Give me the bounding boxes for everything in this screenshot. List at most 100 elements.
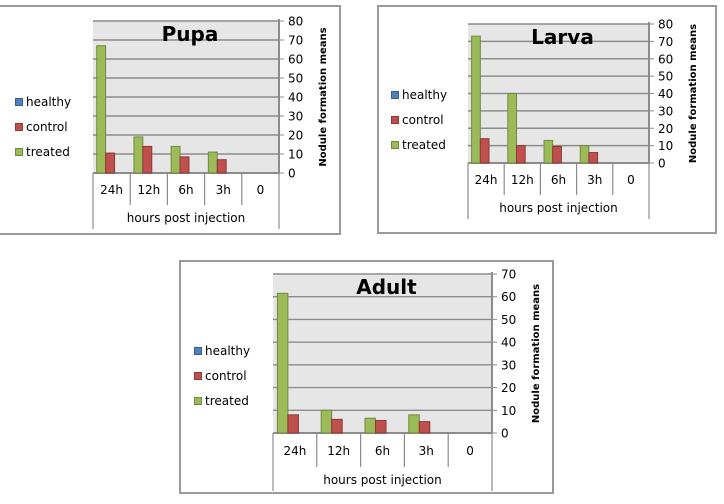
y-tick-label: 10 (658, 139, 673, 153)
y-tick-label: 20 (288, 129, 303, 143)
y-tick-label: 20 (658, 122, 673, 136)
legend-label: control (205, 368, 247, 383)
larva-chart-panel: healthy control treated 0 10 20 30 40 50 60 70 8… (377, 5, 717, 234)
panel-border-bottom (0, 233, 341, 235)
bar-control-6h (552, 145, 562, 164)
bar-control-3h (216, 159, 227, 174)
bar-control-12h (142, 145, 153, 174)
legend-item-control: control (391, 107, 447, 132)
x-tick-label: 0 (466, 444, 474, 458)
bar-treated-24h (471, 35, 481, 164)
y-tick-label: 0 (288, 167, 296, 181)
panel-border-top (0, 5, 341, 7)
bar-control-24h (287, 414, 299, 434)
legend-swatch-healthy-icon (194, 346, 202, 355)
legend-swatch-healthy-icon (391, 90, 399, 99)
x-tick-label: 3h (587, 173, 602, 187)
bar-control-12h (331, 418, 343, 434)
y-tick-label: 80 (658, 18, 673, 32)
legend-item-treated: treated (391, 132, 447, 157)
y-tick-label: 60 (658, 52, 673, 66)
panel-border-right (552, 260, 554, 494)
legend-item-treated: treated (15, 139, 71, 164)
y-tick-label: 0 (501, 427, 509, 441)
bar-treated-6h (543, 139, 554, 164)
y-tick-label: 30 (501, 358, 516, 372)
bar-control-24h (479, 138, 490, 164)
bar-treated-6h (364, 417, 376, 434)
bar-treated-24h (96, 45, 107, 174)
bar-treated-12h (320, 409, 333, 434)
bar-treated-3h (408, 414, 420, 434)
legend-swatch-treated-icon (15, 147, 23, 156)
x-tick-label: 3h (419, 444, 434, 458)
x-tick-label: 0 (627, 173, 635, 187)
bar-control-6h (374, 420, 387, 434)
legend-swatch-treated-icon (391, 140, 399, 149)
legend-swatch-control-icon (391, 115, 399, 124)
x-tick-label: 6h (178, 183, 193, 197)
x-tick-label: 3h (216, 183, 231, 197)
chart-title: Adult (356, 275, 417, 299)
legend-swatch-healthy-icon (15, 97, 23, 106)
chart-legend: healthy control treated (15, 89, 71, 164)
legend-swatch-control-icon (194, 371, 202, 380)
bar-treated-3h (579, 145, 590, 164)
panel-border-left (179, 260, 181, 494)
bar-control-3h (588, 152, 599, 164)
legend-label: healthy (402, 87, 448, 102)
panel-border-right (715, 5, 717, 234)
y-tick-label: 10 (501, 404, 516, 418)
legend-label: control (26, 119, 68, 134)
y-axis-title: Nodule formation means (531, 284, 542, 423)
y-tick-label: 50 (288, 72, 303, 86)
x-tick-label: 24h (283, 444, 306, 458)
y-tick-label: 30 (658, 104, 673, 118)
legend-label: treated (205, 393, 249, 408)
bar-treated-24h (276, 292, 289, 434)
x-tick-label: 6h (375, 444, 390, 458)
legend-label: treated (26, 144, 70, 159)
legend-label: healthy (205, 343, 251, 358)
legend-item-healthy: healthy (391, 82, 447, 107)
panel-border-top (179, 260, 554, 262)
x-tick-label: 24h (475, 173, 498, 187)
legend-item-healthy: healthy (15, 89, 71, 114)
y-tick-label: 80 (288, 15, 303, 29)
y-tick-label: 40 (501, 336, 516, 350)
x-tick-label: 12h (327, 444, 350, 458)
y-tick-label: 70 (658, 35, 673, 49)
bar-control-6h (179, 156, 190, 174)
y-tick-label: 40 (288, 91, 303, 105)
legend-item-control: control (15, 114, 71, 139)
legend-label: healthy (26, 94, 72, 109)
x-tick-label: 12h (511, 173, 534, 187)
x-axis-title: hours post injection (323, 473, 442, 487)
y-axis-title: Nodule formation means (688, 24, 699, 163)
pupa-chart-panel: healthy control treated 0 10 20 30 40 50 60 70 8… (0, 5, 341, 235)
x-tick-label: 12h (137, 183, 160, 197)
panel-border-left (377, 5, 379, 234)
y-tick-label: 60 (501, 290, 516, 304)
y-tick-label: 40 (658, 87, 673, 101)
chart-title: Pupa (162, 22, 219, 46)
legend-item-control: control (194, 363, 250, 388)
legend-label: control (402, 112, 444, 127)
x-tick-label: 24h (100, 183, 123, 197)
pupa-chart: 0 10 20 30 40 50 60 70 80 Nodule formation means 2… (92, 15, 329, 229)
legend-swatch-control-icon (15, 122, 23, 131)
y-tick-label: 50 (658, 70, 673, 84)
y-axis-title: Nodule formation means (318, 27, 329, 166)
bar-treated-12h (133, 136, 144, 174)
plot-area (273, 274, 492, 433)
bar-control-3h (418, 421, 431, 434)
legend-item-healthy: healthy (194, 338, 250, 363)
panel-border-top (377, 5, 717, 7)
adult-chart-panel: healthy control treated 0 10 20 30 40 50 60 70 N… (179, 260, 554, 494)
panel-border-right (339, 5, 341, 235)
x-tick-label: 6h (551, 173, 566, 187)
y-tick-label: 50 (501, 313, 516, 327)
legend-item-treated: treated (194, 388, 250, 413)
chart-legend: healthy control treated (391, 82, 447, 157)
panel-border-bottom (377, 232, 717, 234)
